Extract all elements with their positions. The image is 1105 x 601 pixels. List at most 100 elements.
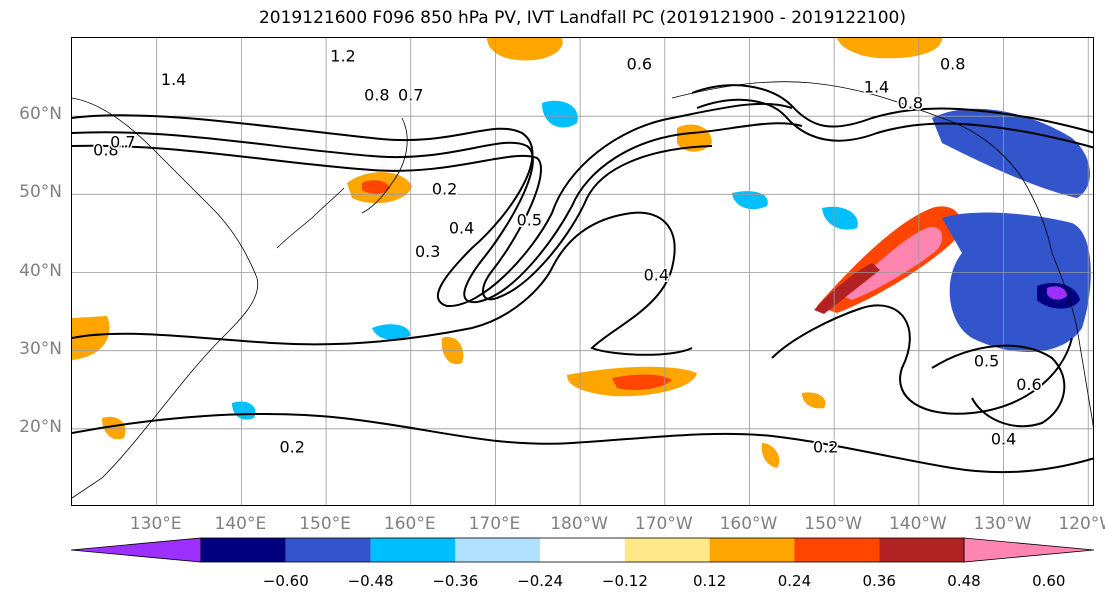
colorbar-tick: 0.24 [777,572,812,590]
shade-positive-top2 [837,38,942,59]
shade-positive-kamchatka-core [362,180,390,194]
contour-label: 0.8 [364,86,389,105]
coast-asia [72,97,259,499]
contour-label: 0.5 [974,351,999,370]
colorbar-segment [709,538,795,562]
longitude-label: 130°W [973,514,1032,534]
shade-negative-light [932,108,1090,198]
shade-positive-2 [102,416,126,440]
colorbar [70,537,1095,563]
shade-positive-edge [814,263,880,314]
colorbar-tick: 0.36 [862,572,896,590]
colorbar-tick: 0.60 [1032,572,1066,590]
colorbar-segment [624,538,710,562]
colorbar-left-extend [70,537,202,563]
shade-positive-4 [802,392,826,409]
contour-label: 0.2 [813,437,838,456]
latitude-label: 20°N [19,416,62,437]
contour-label: 0.2 [279,437,304,456]
contour-label: 0.7 [398,86,423,105]
coastlines [72,81,1093,499]
pv-contours [72,84,1093,474]
map-canvas: 1.2 0.6 0.81.40.8 0.7 1.40.80.80.70.20.40.30… [72,38,1093,505]
contour-label: 1.2 [330,46,355,65]
longitude-label: 170°E [468,514,521,534]
contour-jet-3 [72,144,713,301]
colorbar-segment [540,538,625,562]
contour-label: 0.3 [415,242,440,261]
contour-label: 0.5 [517,211,542,230]
shade-positive-core [842,227,943,300]
colorbar-segment [879,538,964,562]
colorbar-segments [70,537,1095,563]
lat-lon-grid [72,38,1093,505]
shade-negative-2 [732,191,768,210]
shade-negative-3 [372,324,411,340]
colorbar-tick: 0.12 [692,572,727,590]
coast-alaska [671,81,1053,254]
colorbar-segment [201,538,286,562]
longitude-label: 160°W [719,514,778,534]
contour-label: 0.6 [1016,375,1041,394]
latitude-label: 30°N [19,338,62,359]
contour-label-layer: 1.2 0.6 0.81.40.8 0.7 1.40.80.80.70.20.40.30… [92,45,1044,458]
contour-subtrop [72,211,693,356]
shade-negative-coast [942,212,1091,352]
contour-jet-2 [72,122,803,304]
contour-label: 0.8 [93,140,118,159]
latitude-label: 60°N [19,104,62,125]
contour-label: 1.4 [161,70,186,89]
longitude-label: 140°E [214,514,267,534]
contour-label: 0.8 [940,54,965,73]
longitude-label: 140°W [888,514,947,534]
shade-positive-band-core [612,374,672,390]
contour-label: 0.4 [644,265,669,284]
colorbar-right-extend [963,537,1095,563]
longitude-label: 150°W [804,514,863,534]
contour-jet-4 [691,84,1093,134]
contour-label: 0.2 [432,179,457,198]
latitude-label: 40°N [19,260,62,281]
shade-positive-top [487,38,563,61]
contour-label: 0.7 [110,132,135,151]
contour-jet-1 [72,102,793,308]
colorbar-segment [455,538,541,562]
map-panel: 1.2 0.6 0.8 1.4 0.8 0.7 1.4 0.8 0.8 0.7 0.2 0.4 0.3 0… [71,37,1094,506]
longitude-label: 130°E [129,514,182,534]
latitude-label: 50°N [19,182,62,203]
contour-label: 1.4 [864,78,889,97]
colorbar-tick: −0.24 [517,572,564,590]
colorbar-tick: 0.48 [947,572,981,590]
colorbar-tick: −0.12 [601,572,648,590]
colorbar-segment [794,538,880,562]
contour-label: 0.4 [991,429,1016,448]
shade-negative-violet [1047,286,1067,300]
coast-japan [276,187,345,249]
colorbar-outline [200,537,965,563]
coast-kamchatka [361,117,408,214]
contour-label: 0.4 [449,218,474,237]
ivt-shading [72,38,1091,468]
shade-positive-5 [761,443,780,468]
longitude-label: 120°W [1058,514,1105,534]
longitude-label: 150°E [299,514,351,534]
shade-negative-5 [822,206,858,230]
colorbar-segment [285,538,371,562]
coast-namerica [1051,252,1093,428]
longitude-label: 170°W [634,514,693,534]
contour-south [72,412,1093,474]
shade-negative-4 [232,401,256,420]
contour-label: 0.8 [898,93,923,112]
colorbar-tick: −0.36 [432,572,479,590]
plot-title: 2019121600 F096 850 hPa PV, IVT Landfall… [258,8,906,28]
contour-label: 0.6 [627,54,652,73]
contour-east [931,344,1066,428]
shade-negative-1 [542,100,578,128]
shade-positive-1 [72,316,110,360]
contour-pacific [771,304,1073,415]
colorbar-segment [370,538,456,562]
longitude-label: 180°W [550,514,608,534]
contour-jet-5 [696,98,1093,149]
colorbar-tick: −0.60 [262,572,309,590]
longitude-label: 160°E [383,514,436,534]
